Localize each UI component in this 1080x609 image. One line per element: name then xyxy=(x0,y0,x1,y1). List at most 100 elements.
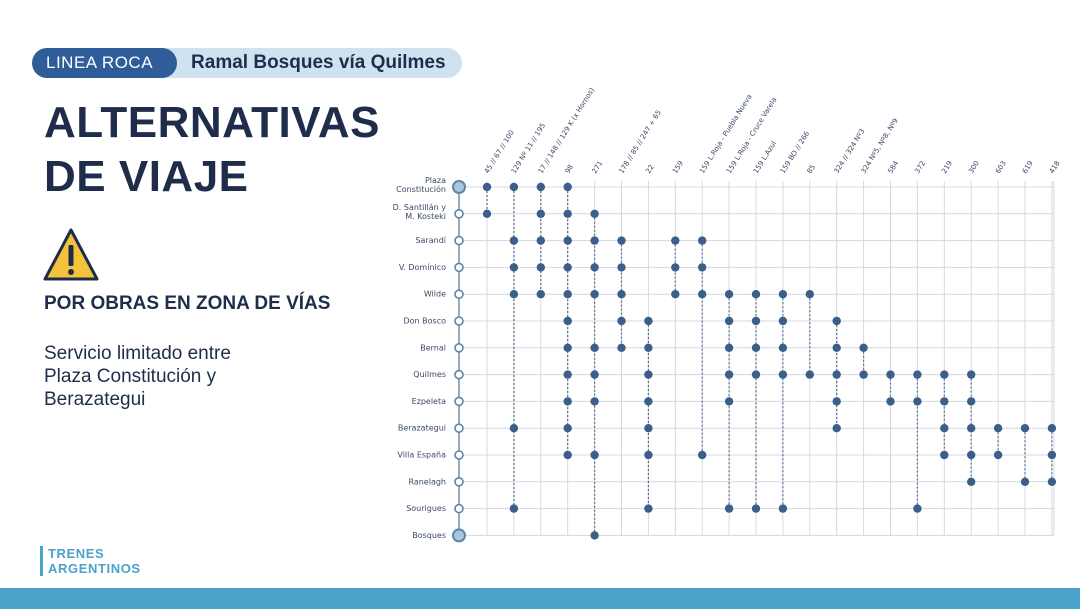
stop-dot xyxy=(671,236,680,245)
stop-dot xyxy=(563,290,572,299)
stop-dot xyxy=(751,316,761,326)
stop-dot xyxy=(751,343,761,352)
stop-dot xyxy=(563,209,572,218)
station-label: Plaza Constitución xyxy=(396,176,446,194)
stop-dot xyxy=(724,397,734,406)
stop-dot xyxy=(617,263,626,272)
stop-dot xyxy=(617,236,626,245)
stop-dot xyxy=(536,209,545,218)
stop-dot xyxy=(563,397,572,406)
stop-dot xyxy=(1047,477,1057,486)
stop-dot xyxy=(940,397,949,406)
stop-dot xyxy=(967,477,976,486)
stop-dot xyxy=(993,424,1003,433)
stop-dot xyxy=(967,397,976,406)
station-marker xyxy=(454,369,464,380)
stop-dot xyxy=(671,263,680,272)
stop-dot xyxy=(644,370,653,379)
stop-dot xyxy=(751,370,761,379)
station-label: D. Santillán y M. Kosteki xyxy=(393,203,447,221)
stop-dot xyxy=(724,370,734,379)
station-marker xyxy=(454,476,464,487)
stop-dot xyxy=(698,450,707,460)
description-line-2: Plaza Constitución y xyxy=(44,366,217,387)
stop-dot xyxy=(724,316,734,326)
stop-dot xyxy=(536,236,545,245)
stop-dot xyxy=(805,370,814,379)
bus-line-label: 619 xyxy=(1021,159,1035,175)
footer-bar xyxy=(0,588,1080,609)
stop-dot xyxy=(509,290,519,299)
warning-heading: POR OBRAS EN ZONA DE VÍAS xyxy=(44,293,331,314)
stop-dot xyxy=(859,343,868,352)
stop-dot xyxy=(751,290,761,299)
stop-dot xyxy=(644,504,653,513)
station-marker xyxy=(454,235,464,246)
stop-dot xyxy=(832,316,841,326)
stop-dot xyxy=(536,290,545,299)
stop-dot xyxy=(509,236,519,245)
brand-line-1: TRENES xyxy=(48,546,105,561)
station-marker xyxy=(454,262,464,273)
stop-dot xyxy=(563,424,572,433)
stop-dot xyxy=(1047,424,1057,433)
station-marker xyxy=(454,342,464,353)
station-marker xyxy=(454,423,464,434)
stop-dot xyxy=(563,182,572,192)
stop-dot xyxy=(886,397,895,406)
stop-dot xyxy=(913,504,922,513)
stop-dot xyxy=(644,343,653,352)
stop-dot xyxy=(698,236,707,245)
stop-dot xyxy=(590,370,599,379)
description-line-1: Servicio limitado entre xyxy=(44,343,231,364)
bus-line-label: 219 xyxy=(940,159,954,175)
station-label: Ezpeleta xyxy=(412,397,447,406)
stop-dot xyxy=(778,504,788,513)
stop-dot xyxy=(509,424,519,433)
stop-dot xyxy=(967,450,976,460)
station-label: Villa España xyxy=(397,451,446,460)
warning-triangle-icon xyxy=(43,228,99,281)
stop-dot xyxy=(805,290,814,299)
stop-dot xyxy=(644,424,653,433)
station-marker xyxy=(454,316,464,326)
stop-dot xyxy=(724,343,734,352)
bus-line-label: 418 xyxy=(1048,159,1062,175)
stop-dot xyxy=(724,504,734,513)
stop-dot xyxy=(778,370,788,379)
stop-dot xyxy=(536,263,545,272)
stop-dot xyxy=(563,236,572,245)
station-label: Wilde xyxy=(424,290,446,299)
stop-dot xyxy=(563,316,572,326)
stop-dot xyxy=(563,370,572,379)
stop-dot xyxy=(913,370,922,379)
stop-dot xyxy=(617,316,626,326)
stop-dot xyxy=(590,236,599,245)
station-marker xyxy=(454,450,464,460)
terminal-station-marker xyxy=(452,528,466,543)
stop-dot xyxy=(644,316,653,326)
station-label: Sourigues xyxy=(406,504,446,513)
stop-dot xyxy=(832,424,841,433)
stop-dot xyxy=(832,370,841,379)
service-description: Servicio limitado entre Plaza Constituci… xyxy=(44,342,334,411)
stop-dot xyxy=(563,450,572,460)
station-label: Bosques xyxy=(412,531,446,540)
bus-line-label: 178 // 85 // 247 + 65 xyxy=(617,109,663,175)
station-marker xyxy=(454,209,464,219)
title-line-1: ALTERNATIVAS xyxy=(44,98,380,147)
bus-line-label: 22 xyxy=(644,163,656,175)
station-marker xyxy=(454,503,464,514)
stop-dot xyxy=(1020,477,1030,486)
stop-dot xyxy=(509,504,519,513)
stop-dot xyxy=(751,504,761,513)
stop-dot xyxy=(967,370,976,379)
station-label: Ranelagh xyxy=(408,477,446,486)
stop-dot xyxy=(536,182,545,192)
stop-dot xyxy=(590,209,599,218)
station-marker xyxy=(454,289,464,300)
stop-dot xyxy=(590,531,599,540)
stop-dot xyxy=(617,343,626,352)
stop-dot xyxy=(590,450,599,460)
